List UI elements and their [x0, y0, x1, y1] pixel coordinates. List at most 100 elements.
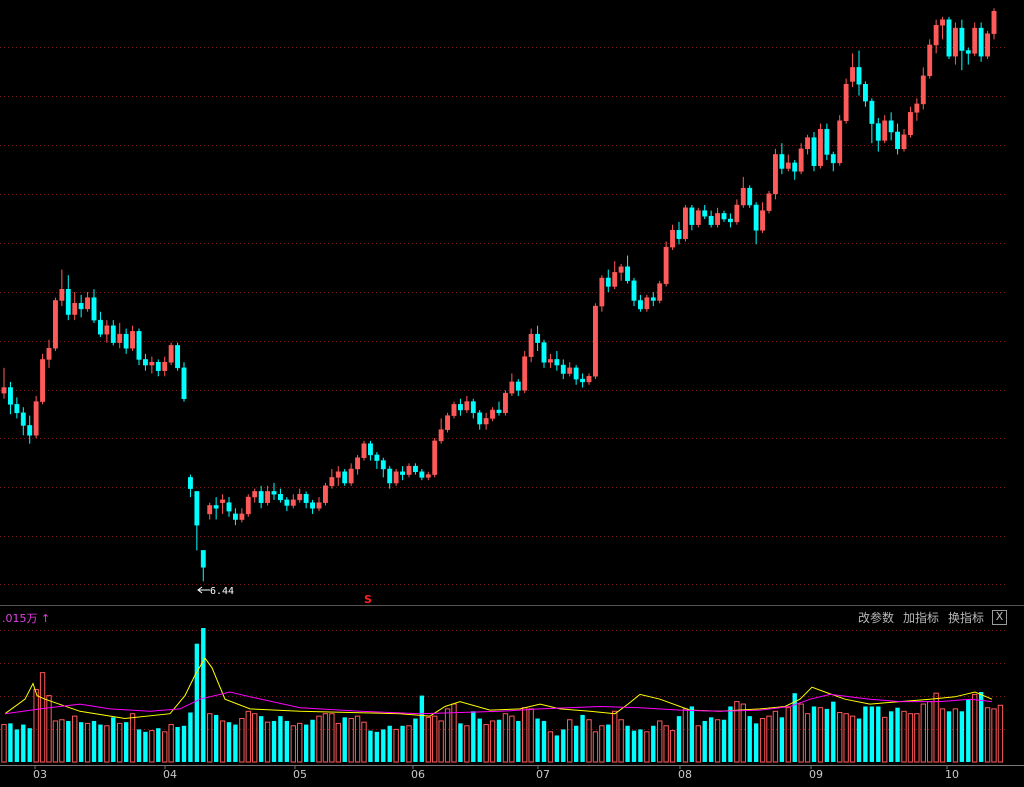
candle [187, 474, 193, 498]
candle [631, 278, 637, 307]
candle [837, 115, 843, 166]
volume-bar [567, 719, 573, 763]
volume-bar [939, 708, 946, 763]
candle [310, 499, 316, 514]
candle [104, 320, 110, 343]
volume-bar [901, 710, 907, 763]
candle [522, 351, 528, 394]
volume-bar [406, 725, 412, 763]
candle [554, 351, 560, 371]
candle [952, 22, 958, 65]
volume-bar [631, 730, 637, 762]
volume-bar [168, 724, 174, 763]
candle [901, 129, 907, 152]
volume-bar [708, 717, 714, 762]
volume-bar [702, 720, 707, 762]
candle [284, 497, 290, 512]
candle [708, 210, 714, 228]
volume-bar [895, 707, 900, 762]
candle [123, 328, 129, 354]
candle [875, 117, 881, 152]
volume-bar [464, 725, 470, 763]
volume-bar [759, 718, 766, 763]
candle [843, 78, 849, 124]
candle [40, 353, 46, 405]
volume-bar [477, 718, 482, 762]
volume-bar [201, 628, 206, 762]
volume-bar [547, 731, 554, 763]
candle [387, 466, 393, 489]
volume-bar [978, 691, 984, 762]
volume-bar [561, 729, 566, 762]
candle [252, 488, 258, 503]
candle [342, 468, 348, 486]
candle [149, 356, 155, 374]
candle [72, 292, 78, 321]
volume-bar [779, 717, 785, 762]
volume-bar [400, 725, 405, 762]
volume-bar [586, 719, 592, 763]
candle [451, 401, 457, 419]
candle [830, 151, 836, 172]
switch-indicator-button[interactable]: 换指标 [948, 611, 985, 625]
candle [856, 50, 862, 96]
volume-bar [638, 729, 643, 762]
low-price-label: 6.44 [210, 586, 234, 597]
volume-bar [914, 713, 920, 763]
candle [567, 362, 573, 377]
candle [110, 320, 116, 346]
volume-bar [252, 713, 258, 763]
candle [599, 275, 605, 312]
candle [927, 39, 933, 79]
volume-bar [207, 713, 213, 763]
candle [612, 261, 618, 290]
candle [618, 263, 624, 281]
volume-bar [91, 720, 97, 762]
candle [380, 457, 386, 478]
candle [753, 202, 759, 245]
signal-marker: S [364, 593, 372, 606]
candle [676, 221, 682, 245]
candle [78, 294, 84, 318]
volume-bar [52, 720, 59, 763]
volume-bar [361, 721, 367, 763]
candle [168, 342, 174, 366]
candle [457, 398, 463, 416]
volume-bar [984, 707, 991, 763]
volume-bar [625, 725, 630, 762]
change-params-button[interactable]: 改参数 [858, 611, 895, 625]
candle [528, 328, 534, 363]
volume-bar [46, 695, 52, 763]
volume-bar [535, 718, 540, 762]
candle [715, 207, 721, 228]
volume-bar [824, 708, 830, 762]
volume-bar [528, 708, 534, 763]
volume-bar [747, 716, 752, 762]
volume-bar [991, 708, 997, 763]
candle [560, 359, 566, 380]
volume-bar [734, 701, 740, 763]
volume-bar [669, 730, 676, 763]
candle [7, 381, 13, 415]
candle [136, 328, 142, 366]
candle [644, 294, 650, 312]
candle [824, 123, 830, 161]
candle [747, 185, 753, 208]
volume-bar [927, 701, 933, 763]
volume-bar [663, 725, 669, 763]
candle [277, 488, 283, 503]
volume-bar [59, 719, 65, 763]
add-indicator-button[interactable]: 加指标 [903, 611, 940, 625]
volume-bar [554, 735, 560, 762]
volume-bar [444, 708, 451, 763]
volume-bar [882, 716, 888, 763]
candle [695, 207, 701, 228]
candle [490, 407, 496, 422]
volume-bar [483, 724, 489, 763]
volume-bar [471, 711, 476, 762]
candle [322, 483, 328, 506]
volume-bar [233, 724, 238, 762]
candle [220, 494, 226, 514]
close-icon[interactable]: X [992, 610, 1007, 625]
